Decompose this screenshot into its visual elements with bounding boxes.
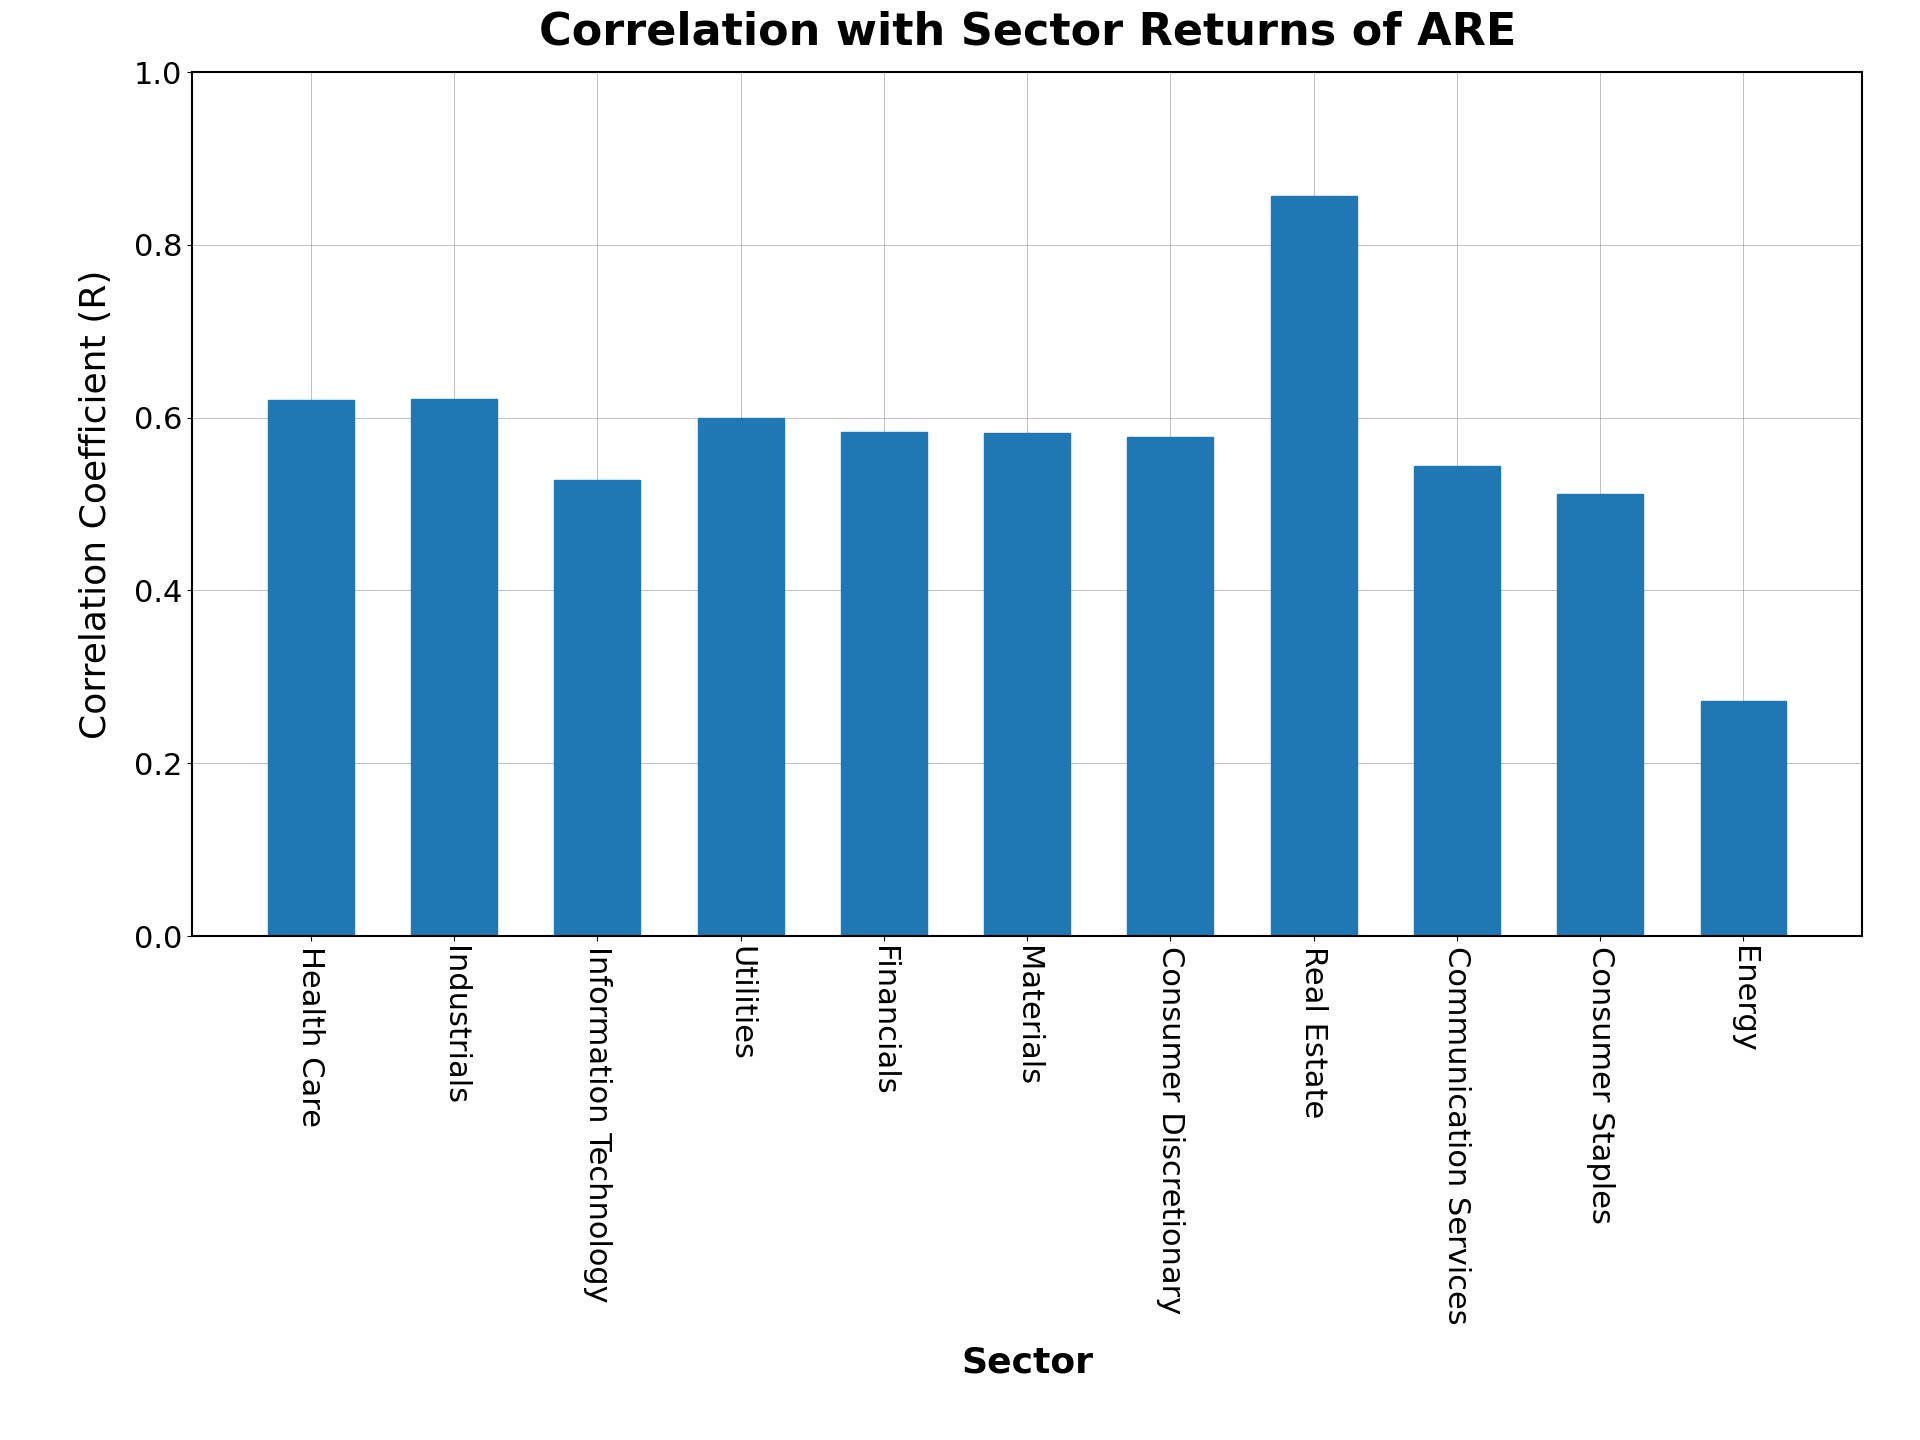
Bar [697,418,783,936]
Bar [1127,438,1213,936]
Title: Correlation with Sector Returns of ARE: Correlation with Sector Returns of ARE [538,10,1517,53]
Bar [841,432,927,936]
Y-axis label: Correlation Coefficient (R): Correlation Coefficient (R) [79,269,113,739]
X-axis label: Sector: Sector [962,1345,1092,1380]
Bar [1413,467,1500,936]
Bar [985,433,1069,936]
Bar [411,399,497,936]
Bar [1557,494,1644,936]
Bar [555,480,641,936]
Bar [1701,701,1786,936]
Bar [269,400,353,936]
Bar [1271,196,1357,936]
